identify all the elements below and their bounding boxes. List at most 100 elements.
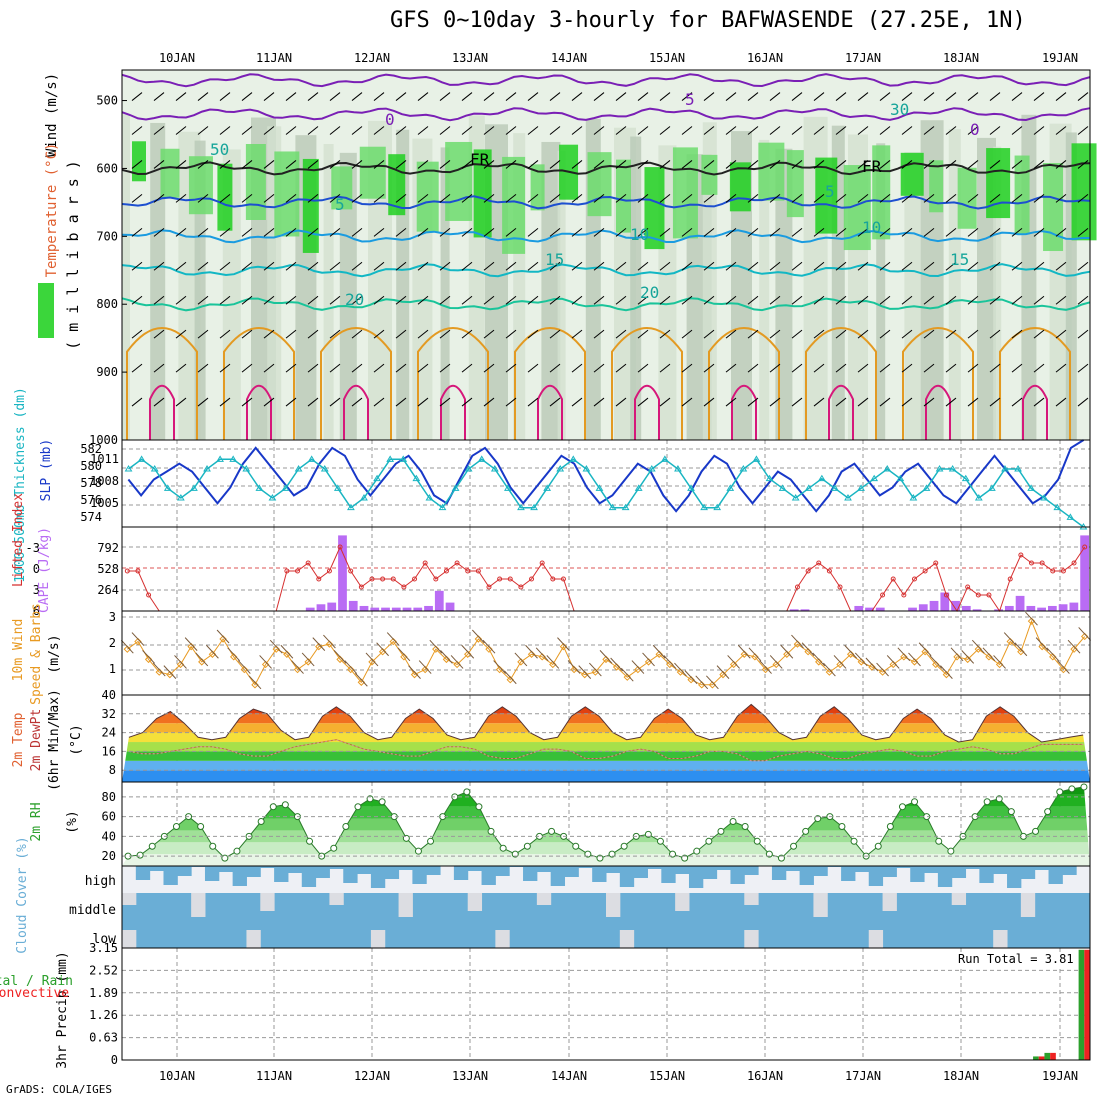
rh-high-cell [502, 156, 526, 254]
wind-barb [373, 193, 385, 203]
lifted-index-point [348, 568, 354, 574]
cape-bar [961, 605, 971, 611]
contour-label: 20 [640, 283, 659, 302]
wind-barb [637, 295, 649, 305]
wind-barb [681, 397, 693, 407]
wind-barb [329, 193, 341, 203]
wind-barb [131, 261, 143, 271]
wind-barb [527, 261, 539, 271]
wind-barb [175, 261, 187, 271]
cloud-mid-gap [329, 893, 344, 905]
precip-tick: 1.26 [89, 1008, 118, 1022]
wind-barb [307, 160, 319, 169]
wind-barb [637, 160, 649, 169]
li-tick: 0 [33, 562, 40, 576]
pressure-tick: 800 [96, 297, 118, 311]
thickness-point [739, 465, 748, 472]
wind-barb-10m [727, 655, 741, 669]
wind-barb [351, 227, 363, 237]
temperature-contour [121, 297, 1091, 312]
temp-label-c: (6hr Min/Max) [47, 689, 62, 791]
cloud-high-cell [951, 866, 967, 878]
wind-barb [879, 160, 891, 169]
wind-barb [835, 193, 847, 203]
cloud-mid-gap [882, 893, 897, 911]
rh-high-cell [160, 148, 180, 198]
wind-barb-10m [535, 647, 549, 662]
wind-barb [725, 126, 737, 135]
wind-barb [439, 261, 451, 271]
thickness-point [137, 455, 146, 462]
wind-barb [967, 193, 979, 203]
thickness-point [647, 465, 656, 472]
wind-barb [747, 160, 759, 169]
cloud-high-cell [661, 866, 676, 883]
wind-barb-10m [844, 644, 858, 659]
rh-point [1080, 783, 1088, 791]
temperature-contour [121, 229, 1090, 244]
wind-barb [659, 160, 671, 169]
wind-barb [1011, 92, 1023, 101]
wind-barb [263, 329, 275, 339]
lifted-index-point [454, 560, 460, 566]
wind-barb [197, 363, 209, 373]
rh-point [620, 842, 628, 850]
wind-barb [791, 363, 803, 373]
wind-barb [131, 160, 143, 169]
rh-high-cell [1014, 155, 1030, 235]
lifted-index-point [284, 568, 290, 574]
thickness-point [255, 484, 264, 491]
wind-barb [791, 397, 803, 407]
thickness-point [870, 474, 879, 482]
wind-barb [285, 363, 297, 373]
rh-point [947, 847, 955, 855]
wind-barb [373, 92, 385, 101]
thickness-axis-label: 1000~500mb Thickness (dm) [13, 387, 28, 583]
wind-barb [615, 363, 627, 373]
wind-barb [439, 329, 451, 339]
wind-barb [1011, 295, 1023, 305]
cloud-high-cell [993, 866, 1008, 874]
wind-barb [131, 295, 143, 305]
lifted-index-point [358, 584, 364, 590]
wind-barb [1077, 329, 1089, 339]
wind-barb-10m [557, 637, 570, 651]
cloud-high-cell [204, 866, 220, 881]
wind-barb-10m [908, 652, 921, 667]
rh-high-cell [445, 141, 473, 221]
cloud-high-cell [785, 866, 801, 871]
precip-total-bar [1044, 1052, 1051, 1060]
cape-bar [359, 605, 369, 611]
thickness-point [399, 455, 408, 462]
wind-barb [373, 363, 385, 373]
wind-barb [1055, 261, 1067, 271]
rh-point [269, 803, 277, 811]
thickness-point [608, 503, 617, 511]
rh2m-label-b: (%) [65, 810, 80, 833]
wind-barb [637, 193, 649, 203]
wind-barb [285, 261, 297, 271]
temperature-contour-hot [343, 384, 369, 440]
wind-barb [175, 329, 187, 339]
lifted-index-point [933, 560, 939, 566]
wind-barb [263, 295, 275, 305]
wind-barb [615, 295, 627, 305]
wind-barb [219, 193, 231, 203]
lifted-index-point [837, 584, 843, 590]
wind-barb [637, 227, 649, 237]
thickness-point [687, 484, 695, 491]
rh-high-cell [986, 148, 1011, 219]
rh-high-cell [274, 151, 300, 237]
thickness-point [307, 455, 316, 462]
rh-band [122, 818, 1090, 831]
wind-barb [373, 126, 385, 135]
wind10-label-a: 10m Wind [11, 619, 26, 682]
wind-barb-10m [865, 657, 879, 672]
cloud-high-cell [688, 866, 704, 888]
wind-barb [813, 193, 825, 203]
lifted-index-point [986, 592, 992, 598]
cloud-mid-gap [813, 893, 828, 917]
cloud-mid-gap [398, 893, 413, 917]
rh-point [753, 837, 761, 845]
wind-barb [527, 329, 539, 339]
